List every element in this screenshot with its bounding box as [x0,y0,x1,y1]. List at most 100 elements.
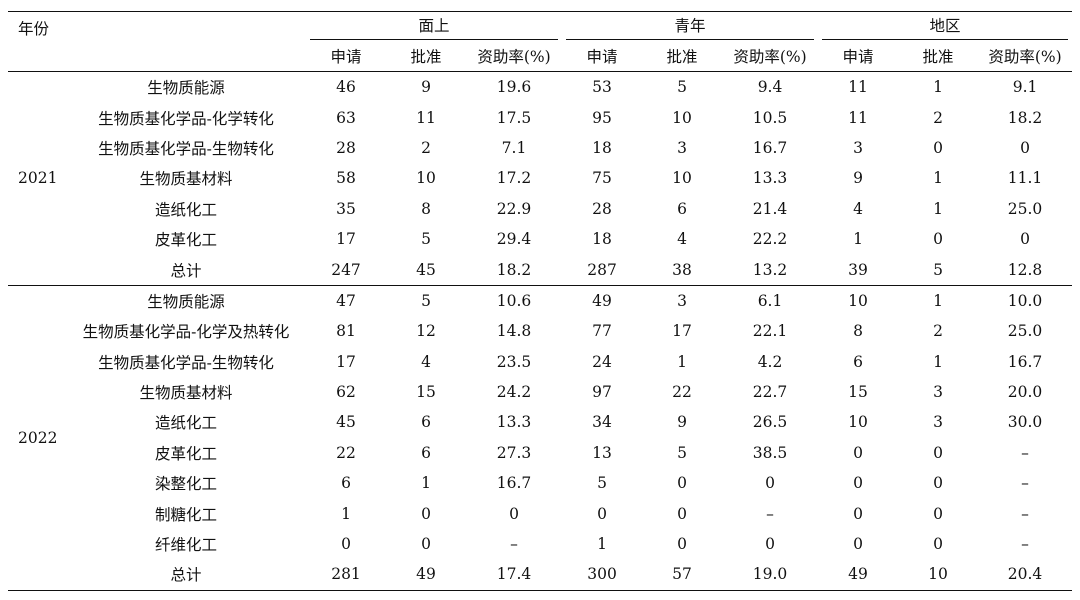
sub-column-header: 资助率(%) [477,48,551,66]
value-cell: – [1021,535,1029,554]
value-cell: 9.4 [722,71,819,103]
value-cell: 34 [592,413,612,432]
value-cell: 0 [933,443,943,462]
value-cell: 17.4 [466,559,563,591]
table-row: 造纸化工 35 8 22.9 28 6 21.4 4 1 25.0 [8,194,1072,224]
category-cell: 染整化工 [154,475,217,494]
category-cell: 制糖化工 [154,505,217,524]
value-cell: 2 [933,322,943,341]
value-cell: 25.0 [1007,199,1043,218]
table-row: 总计 247 45 18.2 287 38 13.2 39 5 12.8 [8,254,1073,286]
value-cell: 0 [421,535,431,554]
value-cell: 28 [336,138,356,157]
value-cell: 8 [421,199,431,218]
value-cell: 0 [677,504,687,523]
value-cell: 4 [853,199,863,218]
sub-column-header: 批准 [666,48,698,66]
value-cell: 11.1 [1007,169,1043,188]
sub-column-header: 资助率(%) [988,48,1062,66]
value-cell: 17.5 [496,108,532,127]
value-cell: 10.5 [752,108,788,127]
value-cell: 10 [848,291,868,310]
value-cell: 1 [933,169,943,188]
table-row: 生物质基化学品-化学及热转化 81 12 14.8 77 17 22.1 8 2 25.0 [8,316,1072,346]
value-cell: 9 [386,71,466,103]
value-cell: 18 [592,138,612,157]
value-cell: 247 [306,254,386,286]
year-header-label: 年份 [18,20,50,38]
value-cell: 0 [677,474,687,493]
value-cell: 0 [1020,138,1030,157]
category-cell: 总计 [66,559,306,591]
value-cell: 24.2 [496,383,532,402]
category-cell: 皮革化工 [154,444,217,463]
value-cell: 5 [898,254,979,286]
value-cell: 27.3 [496,443,532,462]
value-cell: 23.5 [496,352,532,371]
value-cell: 21.4 [752,199,788,218]
year-header: 年份 [8,11,66,72]
value-cell: 6 [677,199,687,218]
value-cell: 0 [765,474,775,493]
value-cell: 57 [642,559,723,591]
value-cell: 22.9 [496,199,532,218]
value-cell: 5 [642,71,723,103]
value-cell: 287 [562,254,643,286]
value-cell: 10 [416,169,436,188]
table-row: 染整化工 6 1 16.7 5 0 0 0 0 – [8,468,1072,498]
value-cell: 5 [421,291,431,310]
value-cell: 2 [933,108,943,127]
value-cell: 0 [933,230,943,249]
value-cell: 10.6 [496,291,532,310]
table-row: 生物质基化学品-生物转化 28 2 7.1 18 3 16.7 3 0 0 [8,133,1072,163]
group-label: 面上 [310,14,559,40]
value-cell: 0 [677,535,687,554]
sub-column-header: 申请 [842,48,874,66]
value-cell: 10 [848,413,868,432]
sub-column-header: 申请 [586,48,618,66]
group-label: 地区 [822,14,1069,40]
value-cell: 15 [848,383,868,402]
value-cell: – [1021,443,1029,462]
value-cell: 75 [592,169,612,188]
value-cell: 10 [898,559,979,591]
value-cell: 18 [592,230,612,249]
table-row: 皮革化工 17 5 29.4 18 4 22.2 1 0 0 [8,224,1072,254]
value-cell: 0 [765,535,775,554]
value-cell: 11 [416,108,436,127]
value-cell: 1 [421,474,431,493]
category-cell: 生物质能源 [66,71,306,103]
year-cell: 2022 [8,285,66,591]
value-cell: 19.0 [722,559,819,591]
value-cell: 4 [421,352,431,371]
category-cell: 生物质基化学品-生物转化 [98,353,274,372]
value-cell: 35 [336,199,356,218]
table-row: 生物质基材料 58 10 17.2 75 10 13.3 9 1 11.1 [8,163,1072,193]
value-cell: 12.8 [978,254,1073,286]
value-cell: 1 [341,504,351,523]
sub-column-header: 批准 [922,48,954,66]
category-cell: 生物质能源 [147,292,225,311]
value-cell: 58 [336,169,356,188]
value-cell: 53 [562,71,643,103]
value-cell: 1 [898,71,979,103]
table-row: 制糖化工 1 0 0 0 0 – 0 0 – [8,498,1072,528]
category-cell: 生物质基材料 [139,384,233,403]
table-header: 年份 面上 青年 地区 申请 批准 资助率(%) 申请 批准 资助率(%) 申请 批准 资助率(… [8,11,1073,72]
category-header [66,11,306,72]
value-cell: 17.2 [496,169,532,188]
value-cell: 46 [306,71,386,103]
sub-column-header: 申请 [330,48,362,66]
value-cell: 1 [677,352,687,371]
table-row: 2021 生物质能源 46 9 19.6 53 5 9.4 11 1 9.1 [8,71,1073,286]
value-cell: 77 [592,322,612,341]
sub-column-header: 批准 [410,48,442,66]
value-cell: 22 [336,443,356,462]
value-cell: 3 [933,383,943,402]
value-cell: 3 [853,138,863,157]
value-cell: 49 [386,559,466,591]
value-cell: 0 [509,504,519,523]
value-cell: 17 [336,230,356,249]
year-cell: 2021 [8,71,66,286]
category-cell: 纤维化工 [154,536,217,555]
